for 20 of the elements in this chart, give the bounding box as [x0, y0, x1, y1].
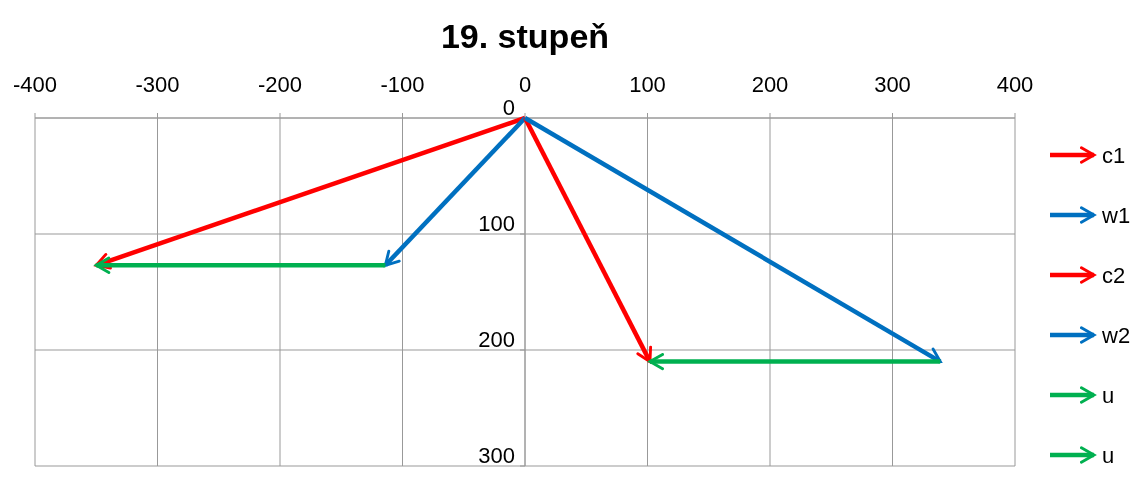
y-tick-label: 100	[478, 211, 515, 236]
x-tick-label: 300	[874, 72, 911, 97]
y-tick-label: 200	[478, 327, 515, 352]
y-tick-label: 300	[478, 443, 515, 468]
x-tick-label: 0	[518, 72, 532, 97]
legend-label: w2	[1101, 323, 1131, 348]
legend-label: c1	[1102, 143, 1126, 168]
x-tick-label: 400	[996, 72, 1034, 97]
x-tick-label: -200	[257, 72, 303, 97]
legend-label: c2	[1102, 263, 1126, 288]
x-tick-label: -100	[380, 72, 425, 97]
y-tick-label: 0	[502, 95, 515, 120]
x-tick-label: 100	[629, 72, 666, 97]
legend-label: u	[1102, 383, 1115, 408]
x-tick-label: -400	[12, 72, 58, 97]
x-tick-label: -300	[135, 72, 180, 97]
chart-title: 19. stupeň	[440, 17, 610, 55]
legend-label: w1	[1101, 203, 1131, 228]
x-tick-label: 200	[751, 72, 789, 97]
legend-label: u	[1102, 443, 1115, 468]
